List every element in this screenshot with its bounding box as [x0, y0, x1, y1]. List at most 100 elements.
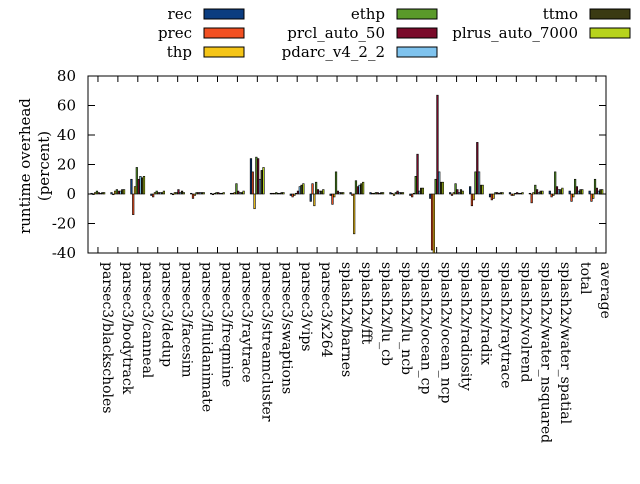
- x-tick-label: splash2x/radix: [478, 262, 494, 365]
- y-tick-label: 40: [57, 126, 76, 144]
- legend-swatch-ttmo: [589, 8, 631, 20]
- bar-ethp: [275, 192, 278, 195]
- bar-rec: [508, 192, 512, 195]
- bar-pdarc_v4_2_2: [139, 176, 142, 195]
- bar-ethp: [255, 156, 258, 195]
- bar-prcl_auto_50: [456, 189, 459, 195]
- bar-pdarc_v4_2_2: [577, 190, 580, 195]
- bar-plrus_auto_7000: [541, 190, 544, 195]
- bar-plrus_auto_7000: [342, 192, 345, 195]
- bar-rec: [269, 192, 272, 195]
- y-tick-label: 20: [57, 156, 76, 174]
- legend-swatch-plrus_auto_7000: [589, 27, 631, 39]
- bar-ttmo: [420, 187, 423, 195]
- bar-ethp: [155, 190, 158, 195]
- x-tick-label: splash2x/fft: [358, 262, 374, 345]
- bar-ethp: [514, 192, 517, 195]
- legend-label-rec: rec: [168, 5, 192, 23]
- bar-prcl_auto_50: [376, 192, 379, 195]
- bar-pdarc_v4_2_2: [298, 186, 301, 195]
- x-tick-label: parsec3/bodytrack: [119, 262, 135, 395]
- bar-rec: [349, 192, 352, 195]
- plot-frame: [87, 75, 607, 254]
- bar-ttmo: [161, 192, 164, 195]
- bar-rec: [548, 190, 551, 195]
- bar-ttmo: [280, 192, 283, 195]
- bar-plrus_auto_7000: [322, 189, 325, 195]
- x-tick-label: parsec3/vips: [298, 262, 314, 351]
- bar-plrus_auto_7000: [461, 190, 464, 195]
- y-tick-label: -20: [52, 215, 76, 233]
- bar-pdarc_v4_2_2: [557, 189, 560, 195]
- bar-ttmo: [499, 192, 502, 195]
- bar-pdarc_v4_2_2: [258, 178, 262, 195]
- bar-prcl_auto_50: [496, 192, 499, 195]
- bar-prcl_auto_50: [157, 192, 160, 195]
- legend-swatch-ethp: [396, 8, 438, 20]
- bar-pdarc_v4_2_2: [398, 192, 401, 195]
- bar-prcl_auto_50: [336, 190, 339, 195]
- bar-prec: [590, 193, 593, 202]
- bar-plrus_auto_7000: [182, 192, 185, 195]
- bar-plrus_auto_7000: [222, 192, 225, 195]
- bar-thp: [372, 192, 376, 195]
- bar-plrus_auto_7000: [601, 189, 604, 195]
- bar-prec: [152, 193, 155, 198]
- bar-ttmo: [599, 189, 602, 195]
- bar-rec: [588, 190, 591, 195]
- bar-thp: [293, 193, 296, 196]
- bar-ttmo: [380, 192, 383, 195]
- bar-prcl_auto_50: [416, 153, 419, 195]
- bar-thp: [432, 193, 435, 254]
- y-axis-label-line1: runtime overhead: [16, 98, 34, 234]
- bar-prcl_auto_50: [217, 192, 220, 195]
- legend-swatch-pdarc_v4_2_2: [396, 46, 438, 58]
- bar-prcl_auto_50: [396, 190, 399, 195]
- legend-label-prcl_auto_50: prcl_auto_50: [287, 24, 385, 42]
- x-tick-label: parsec3/raytrace: [238, 262, 254, 383]
- bar-prcl_auto_50: [257, 158, 260, 195]
- bar-prcl_auto_50: [356, 186, 359, 195]
- bar-prec: [570, 193, 573, 202]
- bar-plrus_auto_7000: [282, 192, 285, 195]
- bar-rec: [110, 192, 113, 195]
- x-tick-label: parsec3/swaptions: [278, 262, 294, 394]
- x-tick-label: parsec3/canneal: [139, 262, 155, 379]
- bar-prcl_auto_50: [97, 192, 100, 195]
- bar-ethp: [115, 189, 118, 195]
- bar-ethp: [175, 192, 178, 195]
- bar-ethp: [554, 171, 557, 195]
- bar-thp: [452, 192, 455, 195]
- bar-ttmo: [141, 177, 144, 195]
- bar-thp: [412, 192, 416, 195]
- bar-plrus_auto_7000: [561, 187, 564, 195]
- bar-plrus_auto_7000: [242, 190, 245, 195]
- bar-pdarc_v4_2_2: [438, 171, 441, 195]
- bar-prec: [470, 193, 474, 207]
- bar-ethp: [414, 176, 417, 195]
- bar-ethp: [135, 167, 138, 195]
- bar-rec: [130, 178, 133, 195]
- bar-ttmo: [220, 192, 223, 195]
- bar-prcl_auto_50: [316, 189, 320, 195]
- bar-rec: [249, 158, 253, 195]
- legend-swatch-rec: [203, 8, 245, 20]
- bar-prec: [411, 193, 414, 198]
- bar-pdarc_v4_2_2: [179, 192, 182, 195]
- x-tick-label: parsec3/x264: [318, 262, 334, 358]
- bar-pdarc_v4_2_2: [119, 190, 122, 195]
- bar-rec: [309, 193, 312, 202]
- bar-prec: [530, 193, 533, 204]
- bar-pdarc_v4_2_2: [537, 192, 540, 195]
- bar-ttmo: [320, 190, 323, 195]
- bar-prec: [251, 171, 254, 195]
- bar-ttmo: [300, 184, 303, 195]
- bar-plrus_auto_7000: [362, 181, 365, 195]
- bar-plrus_auto_7000: [302, 183, 305, 195]
- bar-prec: [510, 193, 513, 196]
- bar-rec: [210, 192, 213, 195]
- bar-thp: [253, 193, 256, 210]
- bar-ethp: [354, 180, 358, 195]
- y-tick-label: -40: [52, 244, 76, 262]
